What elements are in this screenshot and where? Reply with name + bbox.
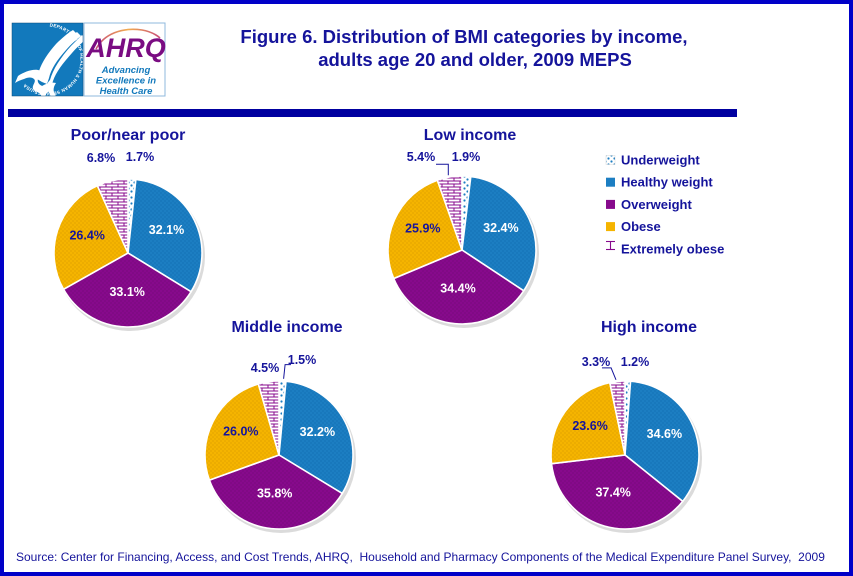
svg-text:Overweight: Overweight — [621, 197, 692, 212]
svg-text:High income: High income — [601, 319, 697, 336]
svg-text:32.2%: 32.2% — [300, 425, 335, 439]
svg-text:1.7%: 1.7% — [126, 150, 155, 164]
svg-text:5.4%: 5.4% — [407, 150, 436, 164]
svg-text:Low income: Low income — [424, 127, 517, 144]
svg-text:26.0%: 26.0% — [223, 425, 258, 439]
svg-text:1.2%: 1.2% — [621, 355, 650, 369]
svg-text:1.5%: 1.5% — [288, 353, 317, 367]
svg-text:AHRQ: AHRQ — [85, 33, 166, 63]
svg-text:Source: Center for Financing,: Source: Center for Financing, Access, an… — [16, 550, 825, 564]
svg-text:Figure 6. Distribution of BMI: Figure 6. Distribution of BMI categories… — [240, 26, 687, 47]
svg-text:Healthy weight: Healthy weight — [621, 175, 713, 190]
svg-text:6.8%: 6.8% — [87, 151, 116, 165]
svg-text:Obese: Obese — [621, 219, 661, 234]
svg-text:4.5%: 4.5% — [251, 361, 280, 375]
svg-text:25.9%: 25.9% — [405, 222, 440, 236]
svg-text:35.8%: 35.8% — [257, 487, 292, 501]
svg-text:32.1%: 32.1% — [149, 223, 184, 237]
svg-text:Poor/near poor: Poor/near poor — [71, 127, 186, 144]
svg-text:34.4%: 34.4% — [440, 282, 475, 296]
svg-text:Underweight: Underweight — [621, 153, 700, 168]
svg-text:34.6%: 34.6% — [647, 427, 682, 441]
svg-text:adults age 20 and older, 2009: adults age 20 and older, 2009 MEPS — [318, 49, 632, 70]
svg-text:33.1%: 33.1% — [109, 285, 144, 299]
svg-text:3.3%: 3.3% — [582, 355, 611, 369]
svg-text:Advancing: Advancing — [101, 65, 151, 76]
svg-text:26.4%: 26.4% — [69, 229, 104, 243]
svg-text:Excellence in: Excellence in — [96, 76, 156, 87]
svg-text:Extremely obese: Extremely obese — [621, 241, 724, 256]
svg-text:37.4%: 37.4% — [595, 485, 630, 499]
svg-text:32.4%: 32.4% — [483, 221, 518, 235]
svg-text:23.6%: 23.6% — [572, 419, 607, 433]
svg-text:Middle income: Middle income — [231, 319, 342, 336]
svg-text:1.9%: 1.9% — [452, 150, 481, 164]
svg-text:Health Care: Health Care — [100, 86, 154, 97]
